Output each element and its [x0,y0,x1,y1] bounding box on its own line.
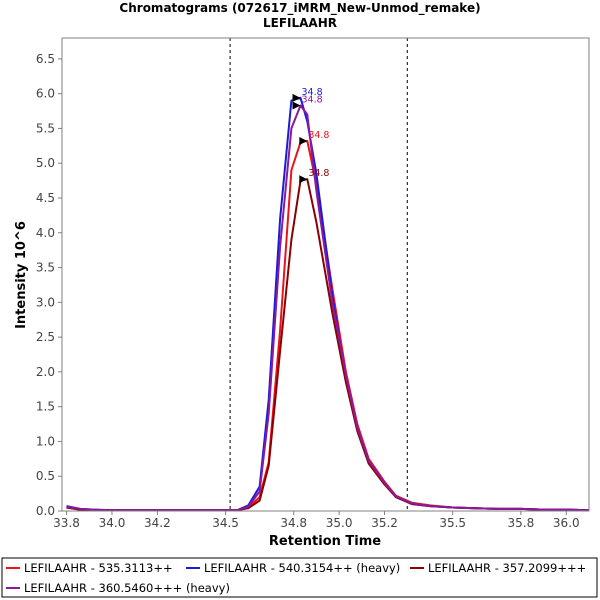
legend-label-3: LEFILAAHR - 357.2099+++ [428,561,586,575]
y-tick-label: 6.5 [36,52,55,66]
peak-marker-3 [299,175,308,184]
series-line-3 [66,178,590,512]
chart-subtitle: LEFILAAHR [263,16,337,30]
peak-marker-2 [292,93,301,102]
y-tick-label: 0.5 [36,469,55,483]
y-tick-label: 0.0 [36,504,55,518]
legend-label-2: LEFILAAHR - 540.3154++ (heavy) [204,561,400,575]
legend-label-1: LEFILAAHR - 535.3113++ [24,561,173,575]
y-tick-label: 2.5 [36,330,55,344]
y-tick-label: 3.5 [36,261,55,275]
x-tick-label: 34.0 [99,516,126,530]
y-axis-label: Intensity 10^6 [14,221,29,329]
x-tick-label: 35.5 [439,516,466,530]
y-tick-label: 2.0 [36,365,55,379]
x-axis-label: Retention Time [269,534,381,549]
x-tick-label: 34.5 [212,516,239,530]
y-tick-label: 5.5 [36,121,55,135]
y-tick-label: 3.0 [36,295,55,309]
series-line-4 [66,104,590,512]
y-tick-label: 4.5 [36,191,55,205]
peak-label-3: 34.8 [308,168,329,179]
x-tick-label: 36.0 [553,516,580,530]
y-tick-label: 1.0 [36,434,55,448]
peak-label-2: 34.8 [302,87,323,98]
plot-area [61,37,590,512]
legend-box [1,557,598,598]
x-tick-label: 33.8 [53,516,80,530]
y-tick-label: 1.5 [36,400,55,414]
x-tick-label: 35.8 [507,516,534,530]
x-tick-label: 34.8 [280,516,307,530]
peak-label-4: 34.8 [302,94,323,105]
peak-marker-1 [299,136,308,145]
chart-title: Chromatograms (072617_iMRM_New-Unmod_rem… [119,1,480,16]
series-line-1 [66,139,590,512]
series-line-2 [66,96,590,512]
y-tick-label: 4.0 [36,226,55,240]
x-tick-label: 35.0 [326,516,353,530]
x-tick-label: 34.2 [144,516,171,530]
y-tick-label: 5.0 [36,156,55,170]
peak-label-1: 34.8 [308,130,329,141]
x-tick-label: 35.2 [371,516,398,530]
peak-marker-4 [292,101,301,110]
y-tick-label: 6.0 [36,87,55,101]
legend-label-4: LEFILAAHR - 360.5460+++ (heavy) [24,581,230,595]
